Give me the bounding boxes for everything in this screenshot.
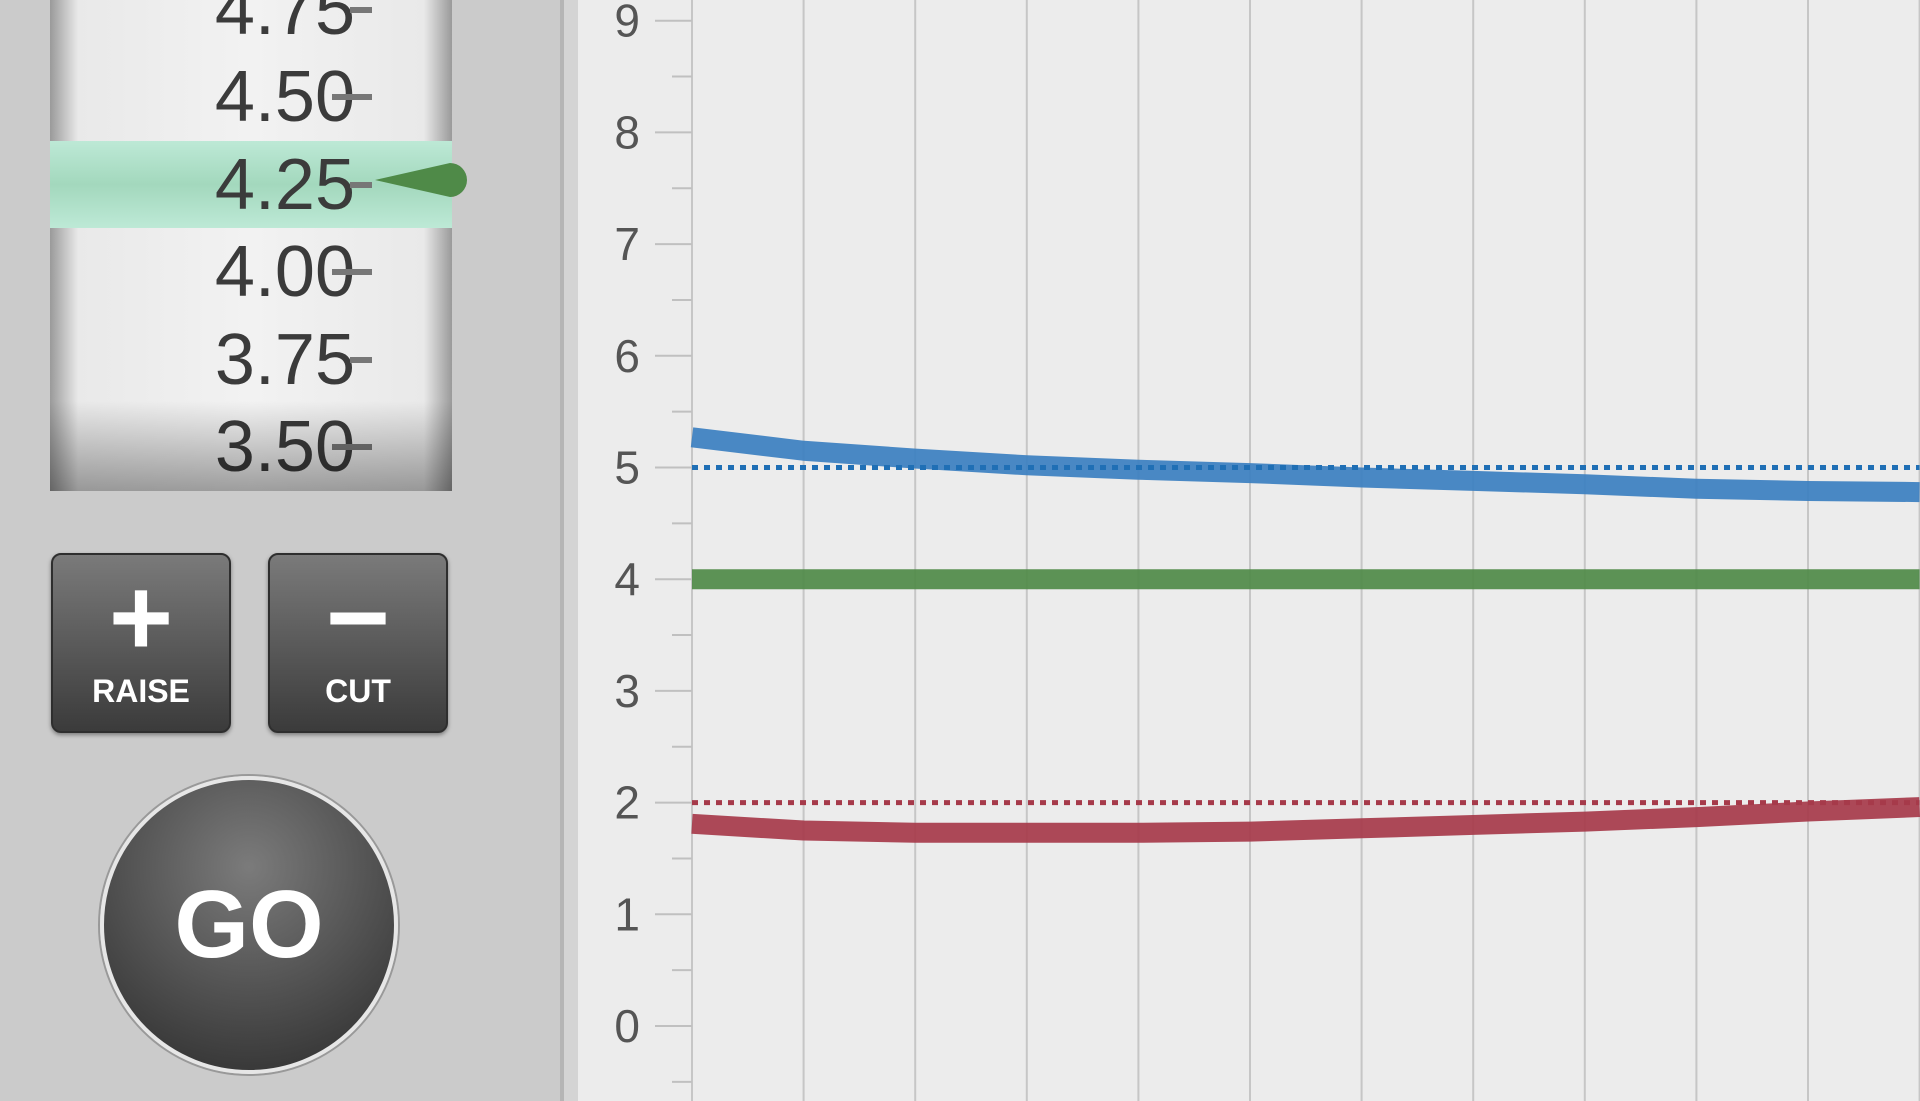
dial-value: 4.25 xyxy=(214,144,355,225)
dial-value: 4.00 xyxy=(214,232,355,312)
dial-tick xyxy=(332,444,372,450)
y-tick-label: 7 xyxy=(614,218,640,270)
cut-label: CUT xyxy=(325,673,391,709)
dial-row[interactable]: 4.75 xyxy=(50,0,452,53)
rate-chart: 0 1 2 3 4 5 6 7 8 9 xyxy=(564,0,1920,1101)
dial-row[interactable]: 4.50 xyxy=(50,54,452,141)
control-panel: 4.75 4.50 4.25 4.00 3.75 3.50 + RAISE − CUT G… xyxy=(0,0,564,1101)
y-tick-label: 2 xyxy=(614,777,640,829)
dial-value: 4.50 xyxy=(214,57,355,137)
dial-tick xyxy=(350,6,372,13)
y-tick-label: 8 xyxy=(614,106,640,158)
y-tick-label: 3 xyxy=(614,665,640,717)
minus-icon: − xyxy=(325,556,391,679)
rate-dial[interactable]: 4.75 4.50 4.25 4.00 3.75 3.50 xyxy=(50,0,452,491)
dial-row[interactable]: 4.00 xyxy=(50,229,452,316)
dial-tick xyxy=(350,356,372,363)
raise-label: RAISE xyxy=(92,673,190,709)
go-button[interactable]: GO xyxy=(100,776,398,1074)
dial-tick xyxy=(350,181,372,188)
dial-value: 3.50 xyxy=(214,407,355,487)
dial-row[interactable]: 3.75 xyxy=(50,316,452,403)
cut-button[interactable]: − CUT xyxy=(268,553,448,733)
series-line-0 xyxy=(690,427,1920,503)
dial-value: 3.75 xyxy=(214,319,355,400)
plus-icon: + xyxy=(108,556,174,679)
dial-row[interactable]: 3.50 xyxy=(50,404,452,491)
y-tick-label: 9 xyxy=(614,0,640,47)
y-tick-label: 5 xyxy=(614,442,640,494)
y-tick-label: 4 xyxy=(614,553,640,605)
y-tick-label: 1 xyxy=(614,888,640,940)
raise-button[interactable]: + RAISE xyxy=(51,553,231,733)
dial-tick xyxy=(332,94,372,100)
y-tick-label: 6 xyxy=(614,330,640,382)
chart-background xyxy=(564,0,1920,1101)
dial-tick xyxy=(332,269,372,275)
y-tick-label: 0 xyxy=(614,1000,640,1052)
dial-row-selected[interactable]: 4.25 xyxy=(50,141,452,228)
chart-edge xyxy=(564,0,578,1101)
dial-pointer-icon xyxy=(375,163,467,197)
dial-value: 4.75 xyxy=(214,0,355,50)
series-line-3 xyxy=(691,797,1920,843)
